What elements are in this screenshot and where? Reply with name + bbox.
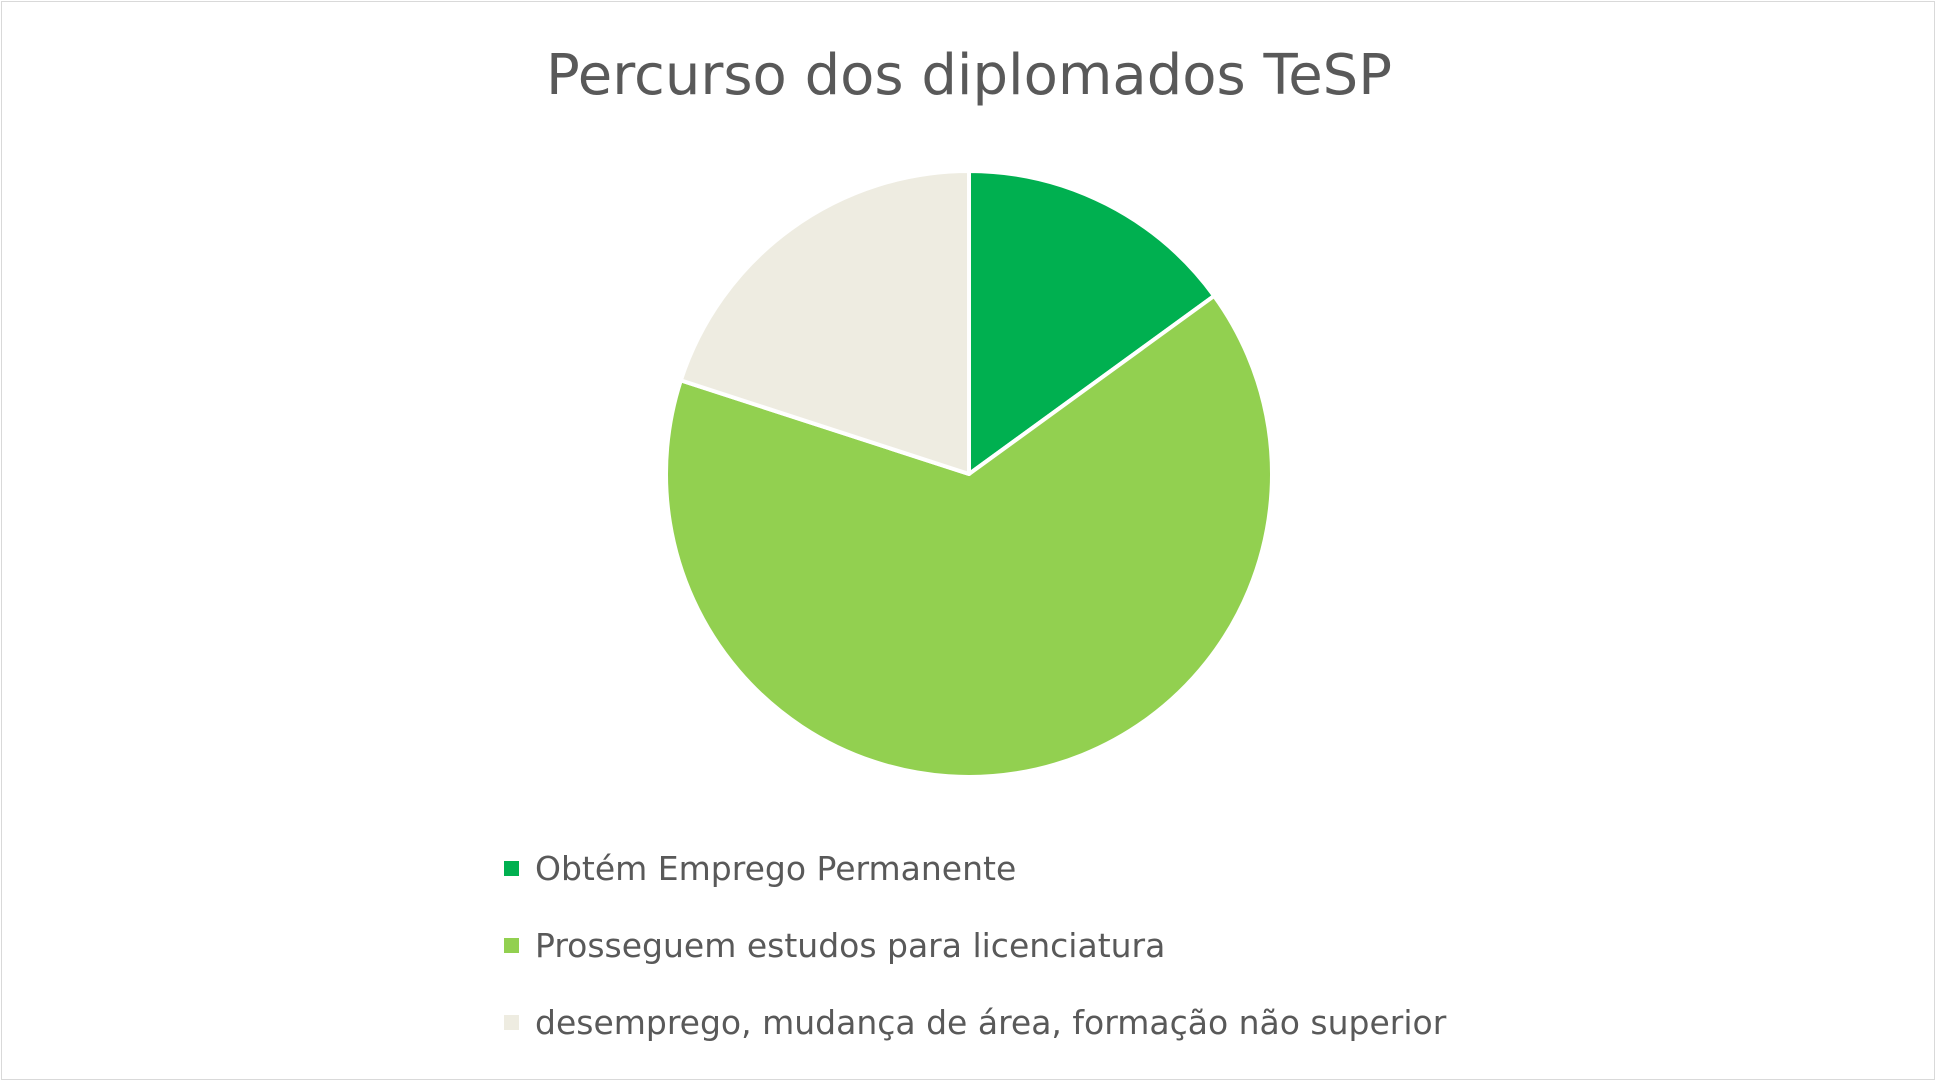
legend-label-desemprego: desemprego, mudança de área, formação nã… [535, 1003, 1447, 1042]
pie-slice-prosseguem-estudos [664, 293, 1274, 779]
legend-item-prosseguem-estudos: Prosseguem estudos para licenciatura [504, 907, 1446, 984]
pie-slice-desemprego [678, 169, 971, 476]
legend-item-desemprego: desemprego, mudança de área, formação nã… [504, 984, 1446, 1061]
legend-item-obtem-emprego: Obtém Emprego Permanente [504, 830, 1446, 907]
legend-swatch-desemprego [504, 1015, 519, 1030]
chart-title: Percurso dos diplomados TeSP [546, 43, 1392, 108]
legend-label-prosseguem-estudos: Prosseguem estudos para licenciatura [535, 926, 1166, 965]
legend-label-obtem-emprego: Obtém Emprego Permanente [535, 849, 1017, 888]
legend: Obtém Emprego Permanente Prosseguem estu… [504, 830, 1446, 1061]
legend-swatch-prosseguem-estudos [504, 938, 519, 953]
legend-swatch-obtem-emprego [504, 861, 519, 876]
pie-slice-obtem-emprego [967, 169, 1217, 476]
